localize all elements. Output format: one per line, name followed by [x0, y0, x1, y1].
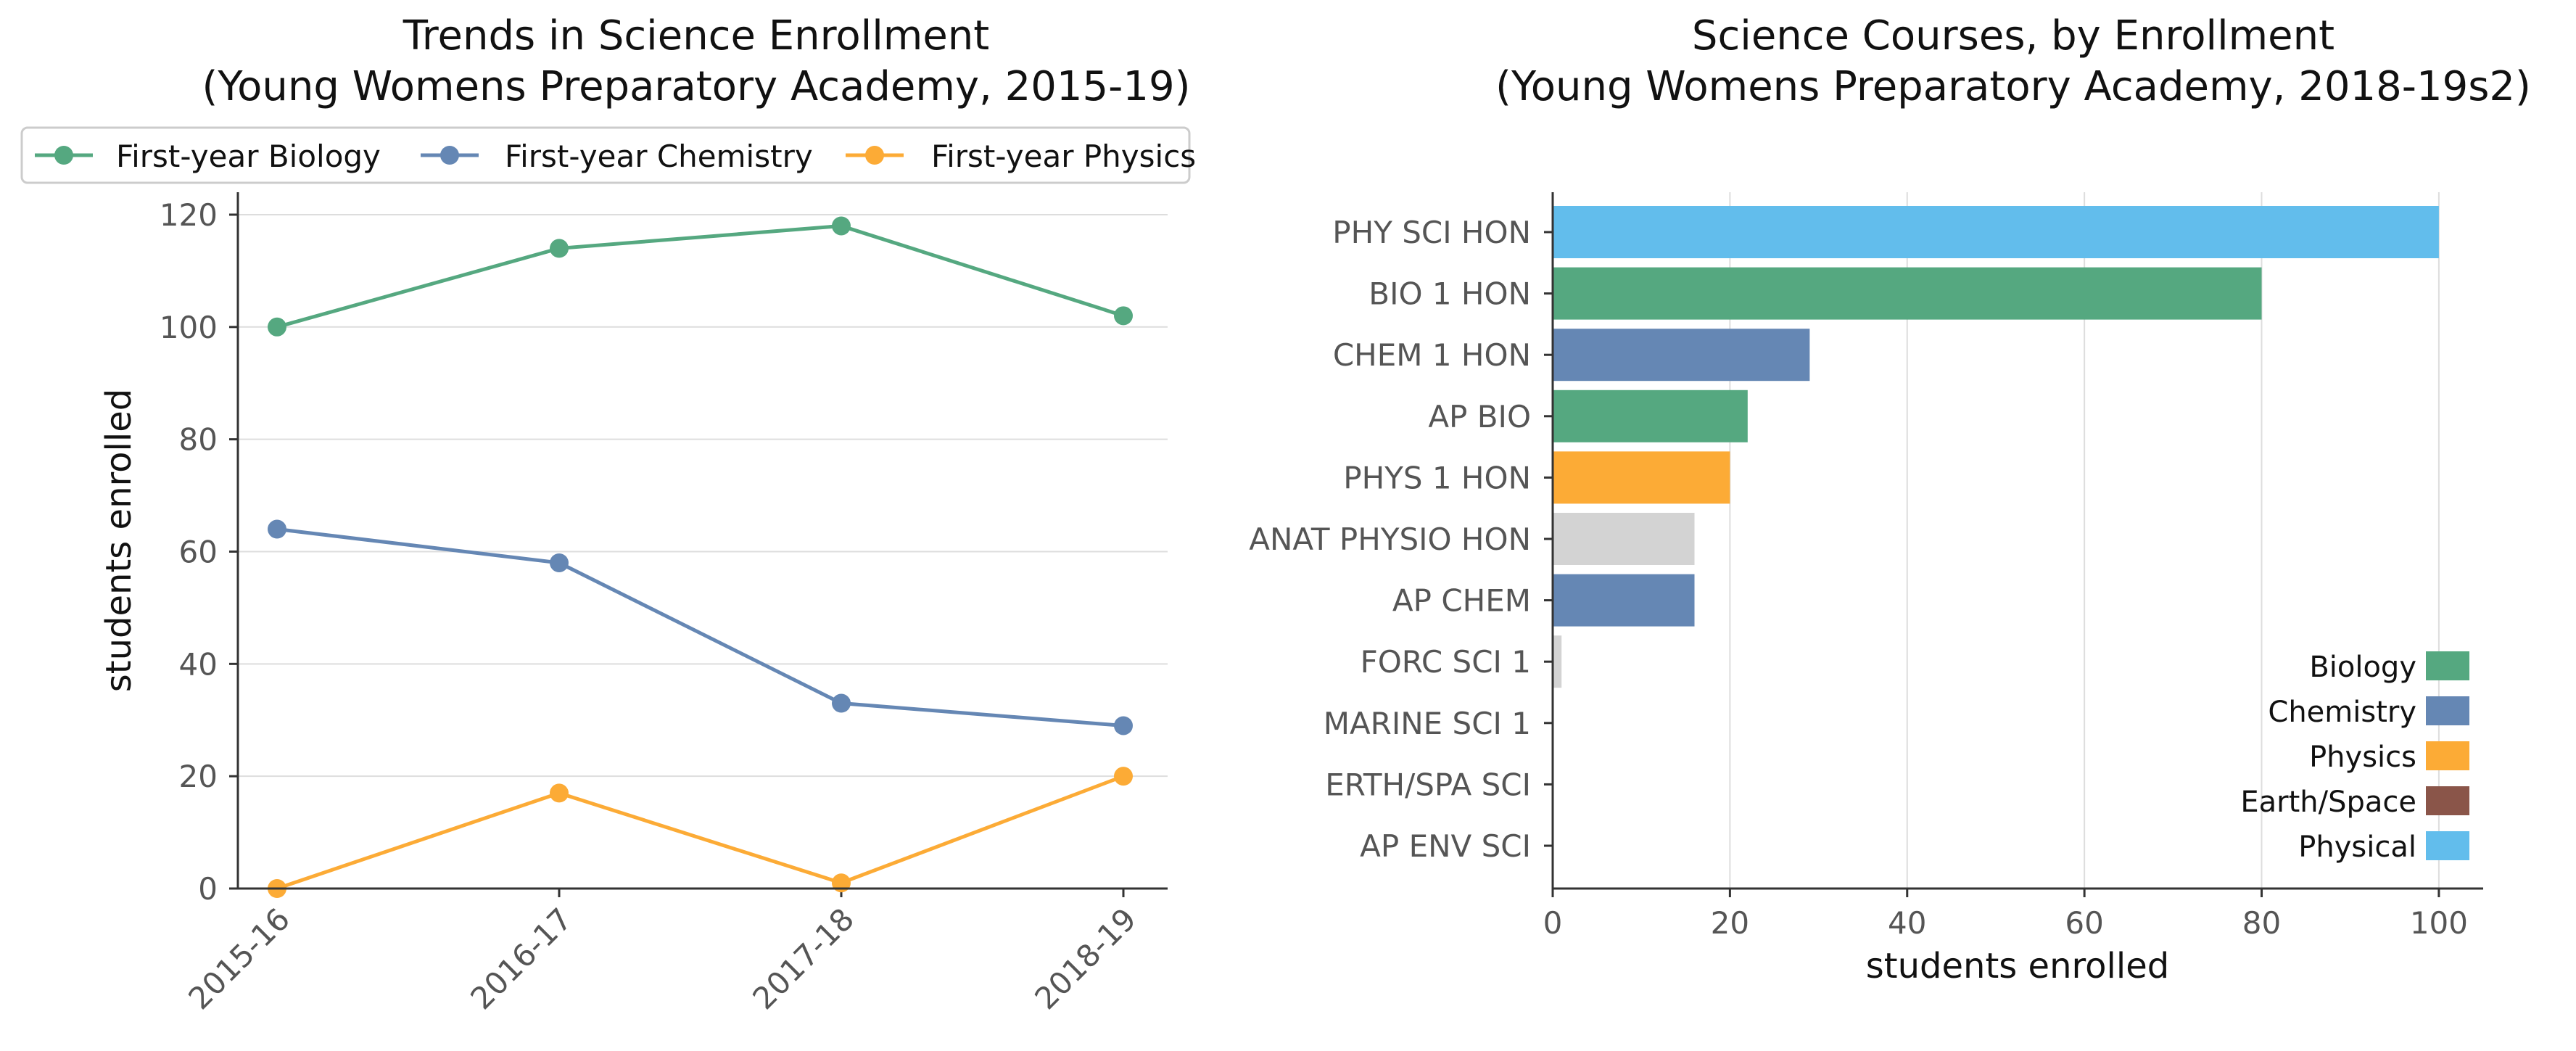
legend-label-biology: First-year Biology	[116, 139, 381, 174]
category-label: CHEM 1 HON	[1333, 337, 1531, 373]
x-tick-label: 40	[1888, 905, 1926, 941]
category-label: AP ENV SCI	[1360, 828, 1531, 864]
bar-chart-x-label: students enrolled	[1866, 946, 2169, 986]
y-tick-label: 80	[179, 422, 218, 458]
legend-label: Biology	[2309, 651, 2416, 684]
category-label: FORC SCI 1	[1361, 644, 1531, 680]
x-tick-label: 20	[1711, 905, 1749, 941]
bar-chart-subtitle: (Young Womens Preparatory Academy, 2018-…	[1495, 63, 2531, 110]
data-point	[550, 783, 569, 803]
x-tick-label: 2018-19	[1028, 901, 1143, 1016]
line-chart-y-ticks: 0 20 40 60 80 100 120	[160, 197, 238, 907]
x-tick-label: 0	[1543, 905, 1563, 941]
data-point	[550, 553, 569, 572]
y-tick-label: 0	[198, 871, 218, 907]
bar	[1553, 451, 1730, 504]
legend-label: Chemistry	[2268, 696, 2416, 729]
data-point	[268, 317, 286, 337]
legend-label-physics: First-year Physics	[931, 139, 1196, 174]
category-label: AP BIO	[1428, 399, 1531, 434]
bar-chart-bars	[1553, 206, 2439, 688]
legend-frame	[20, 126, 1191, 184]
data-point	[1114, 767, 1133, 786]
legend-label: Physics	[2309, 741, 2416, 774]
category-label: ERTH/SPA SCI	[1325, 767, 1531, 802]
x-tick-label: 2016-17	[463, 901, 579, 1016]
line-chart-subtitle: (Young Womens Preparatory Academy, 2015-…	[202, 63, 1190, 110]
bar	[1553, 635, 1562, 688]
category-label: MARINE SCI 1	[1324, 706, 1531, 741]
bar	[1553, 329, 1810, 382]
y-tick-label: 120	[160, 197, 218, 233]
category-label: PHY SCI HON	[1332, 215, 1531, 250]
legend-marker-physics	[865, 146, 884, 165]
y-tick-label: 40	[179, 646, 218, 682]
bar	[1553, 206, 2439, 258]
data-point	[268, 519, 286, 539]
bar	[1553, 267, 2262, 320]
legend-label-chemistry: First-year Chemistry	[505, 139, 813, 174]
legend-swatch	[2426, 831, 2469, 860]
legend-swatch	[2426, 651, 2469, 680]
data-point	[550, 239, 569, 258]
bar-chart-title: Science Courses, by Enrollment	[1692, 12, 2334, 59]
x-tick-label: 80	[2242, 905, 2281, 941]
y-tick-label: 20	[179, 759, 218, 794]
x-tick-label: 60	[2065, 905, 2103, 941]
line-chart-gridlines	[238, 213, 1168, 778]
bar	[1553, 513, 1695, 565]
x-tick-label: 2015-16	[181, 901, 297, 1016]
category-label: BIO 1 HON	[1368, 276, 1531, 312]
line-chart-series	[268, 216, 1133, 898]
bar	[1553, 390, 1748, 442]
line-chart-y-label: students enrolled	[99, 389, 139, 692]
legend-swatch	[2426, 741, 2469, 770]
legend-label: Earth/Space	[2240, 786, 2416, 819]
bar-chart-category-labels: PHY SCI HON BIO 1 HON CHEM 1 HON AP BIO PHYS…	[1249, 215, 1553, 864]
series-line	[276, 223, 1124, 329]
line-chart-title: Trends in Science Enrollment	[402, 12, 989, 59]
bar-chart-x-ticks: 0 20 40 60 80 100	[1543, 889, 2468, 941]
data-point	[1114, 716, 1133, 735]
data-point	[1114, 306, 1133, 326]
legend-label: Physical	[2298, 831, 2416, 864]
category-label: PHYS 1 HON	[1343, 460, 1531, 495]
y-tick-label: 60	[179, 534, 218, 569]
line-chart-legend: First-year Biology First-year Chemistry …	[20, 126, 1196, 184]
legend-swatch	[2426, 786, 2469, 815]
bar	[1553, 574, 1695, 627]
category-label: ANAT PHYSIO HON	[1249, 522, 1531, 557]
category-label: AP CHEM	[1392, 583, 1531, 619]
series-line	[276, 774, 1124, 891]
line-chart-x-ticks: 2015-16 2016-17 2017-18 2018-19	[181, 889, 1143, 1016]
bar-chart-legend: Biology Chemistry Physics Earth/Space Physic…	[2240, 651, 2469, 864]
data-point	[832, 693, 851, 713]
x-tick-label: 2017-18	[746, 901, 861, 1016]
legend-marker-chemistry	[440, 146, 459, 165]
x-tick-label: 100	[2410, 905, 2468, 941]
y-tick-label: 100	[160, 310, 218, 345]
legend-marker-biology	[54, 146, 73, 165]
series-line	[276, 527, 1124, 728]
data-point	[832, 216, 851, 236]
legend-swatch	[2426, 696, 2469, 725]
